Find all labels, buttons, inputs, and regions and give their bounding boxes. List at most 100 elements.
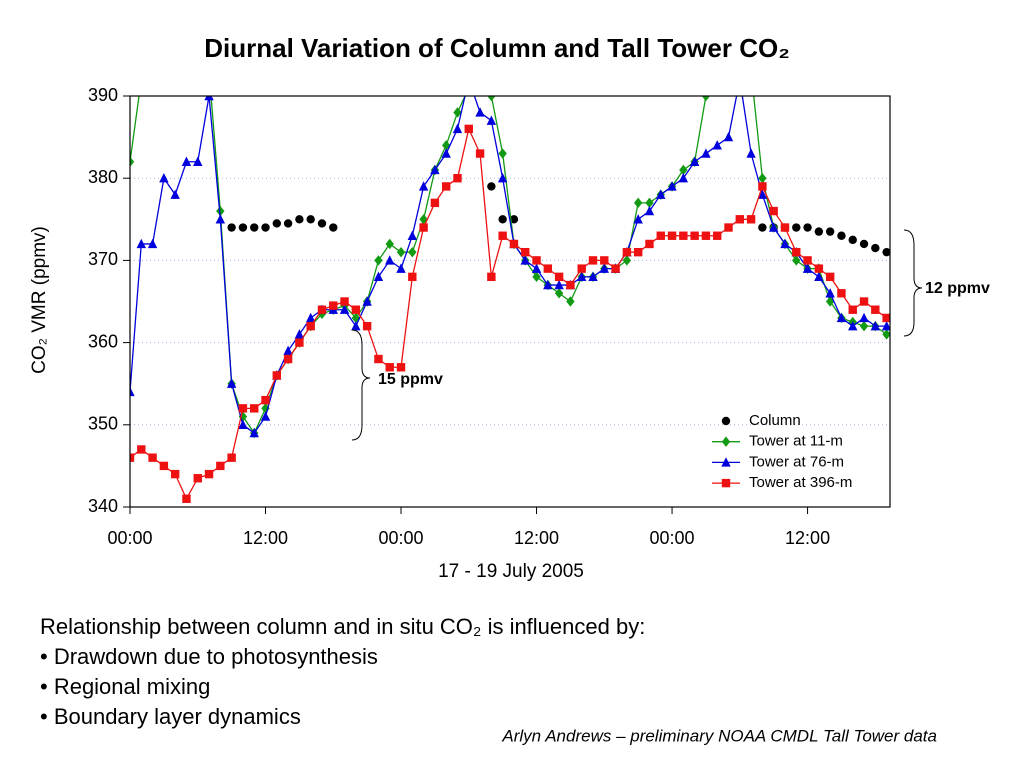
marker	[170, 469, 180, 479]
marker	[362, 296, 372, 306]
marker	[385, 363, 394, 372]
marker	[859, 239, 869, 249]
marker	[396, 363, 406, 372]
marker	[701, 231, 711, 240]
marker	[871, 305, 880, 314]
marker	[374, 354, 383, 364]
marker	[396, 263, 406, 273]
marker	[476, 74, 484, 84]
x-tick-label: 00:00	[379, 528, 424, 548]
marker	[130, 453, 135, 462]
marker	[679, 164, 688, 176]
marker	[566, 280, 575, 290]
marker	[509, 239, 519, 249]
marker	[216, 461, 225, 471]
x-tick-label: 00:00	[107, 528, 152, 548]
marker	[374, 255, 383, 266]
marker	[713, 66, 721, 76]
marker	[136, 238, 146, 249]
marker	[452, 123, 463, 134]
marker	[373, 271, 384, 282]
marker	[250, 223, 259, 232]
marker	[747, 66, 755, 76]
marker	[803, 223, 812, 232]
marker	[746, 148, 756, 158]
marker	[453, 107, 462, 118]
marker	[735, 74, 744, 83]
marker	[721, 478, 731, 488]
marker	[396, 246, 406, 258]
marker	[633, 197, 643, 209]
series-line	[130, 96, 887, 434]
x-tick-label: 12:00	[243, 528, 288, 548]
marker	[227, 453, 236, 462]
brace	[903, 229, 923, 337]
x-axis-label: 17 - 19 July 2005	[438, 561, 584, 582]
marker	[465, 83, 473, 93]
marker	[645, 197, 654, 209]
marker	[554, 272, 564, 282]
marker	[317, 305, 327, 314]
marker	[362, 321, 372, 331]
marker	[160, 66, 168, 76]
marker	[859, 297, 869, 306]
marker	[792, 255, 801, 266]
marker	[453, 174, 462, 183]
marker	[215, 214, 226, 224]
marker	[859, 312, 869, 323]
marker	[848, 320, 858, 331]
marker	[792, 247, 801, 257]
marker	[882, 329, 890, 340]
marker	[721, 436, 731, 447]
marker	[408, 246, 417, 258]
marker	[148, 66, 156, 76]
plot-area	[130, 66, 890, 503]
marker	[724, 66, 732, 76]
x-tick-label: 00:00	[650, 528, 695, 548]
marker	[814, 264, 824, 273]
x-tick-label: 12:00	[514, 528, 559, 548]
marker	[577, 264, 586, 273]
marker	[487, 96, 496, 102]
marker	[566, 296, 575, 307]
marker	[543, 279, 553, 290]
marker	[306, 321, 315, 331]
marker	[882, 313, 890, 323]
marker	[721, 416, 731, 426]
marker	[487, 272, 496, 282]
marker	[283, 345, 293, 356]
marker	[736, 66, 744, 76]
plot-frame	[129, 95, 891, 508]
marker	[498, 231, 507, 240]
y-axis-label: CO₂ VMR (ppmv)	[29, 226, 50, 374]
marker	[837, 289, 846, 298]
marker	[825, 272, 835, 282]
marker	[351, 320, 361, 331]
legend-label: Tower at 396-m	[749, 474, 852, 491]
marker	[622, 247, 632, 257]
marker	[283, 354, 293, 364]
series-line	[130, 96, 887, 435]
marker	[825, 227, 835, 236]
marker	[848, 305, 857, 314]
chart-title: Diurnal Variation of Column and Tall Tow…	[204, 33, 790, 63]
marker	[227, 223, 236, 232]
marker	[194, 66, 202, 76]
marker	[724, 223, 733, 232]
marker	[171, 66, 179, 76]
marker	[554, 279, 564, 290]
marker	[577, 271, 587, 282]
marker	[599, 263, 609, 273]
marker	[182, 494, 191, 503]
marker	[340, 297, 349, 306]
marker	[713, 231, 722, 240]
marker	[644, 205, 655, 216]
marker	[532, 256, 541, 265]
marker	[871, 243, 880, 253]
marker	[260, 411, 271, 421]
marker	[679, 231, 688, 240]
marker	[130, 386, 135, 397]
marker	[859, 320, 869, 332]
marker	[622, 255, 632, 266]
